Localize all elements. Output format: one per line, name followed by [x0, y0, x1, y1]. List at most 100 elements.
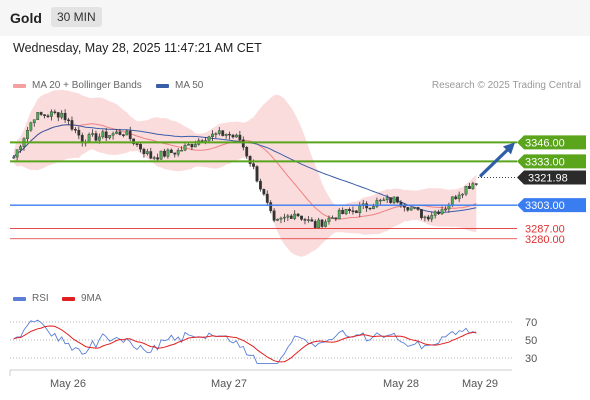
candle-body [166, 149, 170, 157]
candle-body [32, 119, 36, 124]
candle-body [378, 199, 382, 202]
candle [296, 212, 300, 217]
candle [440, 206, 444, 215]
legend-ma20-label: MA 20 + Bollinger Bands [32, 80, 142, 91]
rsi-ma9-line [13, 325, 477, 363]
candle-body [46, 115, 50, 117]
candle [145, 148, 149, 156]
candle-body [269, 202, 273, 212]
candle-body [444, 208, 447, 211]
candle-body [97, 136, 101, 141]
candle-body [372, 206, 375, 210]
candle [324, 219, 327, 228]
candle [104, 127, 108, 142]
candle [128, 126, 132, 142]
candle [272, 208, 276, 223]
candle-body [125, 130, 129, 136]
candle [241, 136, 245, 151]
candle-body [241, 139, 245, 148]
candle-body [60, 112, 64, 118]
candle-body [91, 133, 94, 135]
candle-body [12, 156, 16, 159]
price-panel [12, 89, 478, 257]
candle [214, 132, 218, 139]
candle [423, 215, 427, 222]
candle-body [217, 130, 221, 134]
rsi-tick-label: 50 [525, 335, 537, 347]
candle-body [341, 209, 345, 215]
level-tag-pivot [517, 198, 586, 213]
symbol-title: Gold [10, 10, 42, 26]
candle-body [190, 144, 194, 148]
candle-body [423, 216, 427, 219]
time-label: May 28 [383, 378, 419, 390]
candle [385, 194, 389, 203]
candle [115, 128, 118, 135]
candle [221, 130, 225, 137]
candle [444, 206, 447, 212]
candle [461, 193, 464, 199]
level-label-pivot: 3303.00 [525, 200, 565, 212]
candle [426, 214, 430, 222]
candle [276, 218, 279, 222]
candle-body [402, 205, 406, 208]
candle [53, 109, 57, 115]
candle [60, 110, 64, 120]
candle-body [334, 217, 338, 220]
candle [474, 183, 478, 186]
bias-arrowhead-icon [503, 142, 515, 155]
candle [217, 127, 221, 136]
candle-body [26, 130, 29, 139]
candle-body [15, 149, 19, 158]
legend-rsi: RSI [13, 293, 49, 304]
candle [166, 148, 170, 159]
candle [289, 213, 293, 219]
candle [26, 127, 29, 142]
candle [354, 210, 358, 214]
candle-body [108, 135, 112, 139]
candle-body [330, 217, 334, 219]
bollinger-band [13, 89, 477, 257]
candle-body [293, 213, 297, 219]
candle-body [313, 221, 317, 228]
candle [409, 207, 413, 211]
candle [111, 131, 115, 140]
candle [420, 209, 423, 220]
candle-body [231, 134, 235, 138]
candle-body [224, 133, 228, 136]
bias-arrow-icon [479, 147, 510, 178]
rsi-panel: 70 50 30 [10, 317, 537, 365]
candle-body [464, 186, 468, 195]
candle-body [29, 122, 33, 131]
candle [413, 206, 417, 210]
candle-body [289, 215, 293, 219]
candle-body [221, 130, 225, 136]
candle-body [56, 112, 60, 118]
level-label-support: 3280.00 [525, 234, 565, 246]
attribution: Research © 2025 Trading Central [431, 80, 581, 91]
candle-body [156, 157, 160, 160]
candle-body [283, 216, 286, 219]
level-tag-resistance [517, 135, 586, 150]
candle [224, 133, 228, 139]
candle-body [409, 207, 413, 211]
candle-body [416, 207, 420, 210]
candle [327, 215, 331, 225]
candle [77, 126, 81, 140]
chart-datetime: Wednesday, May 28, 2025 11:47:21 AM CET [13, 41, 262, 55]
timeframe-button[interactable]: 30 MIN [51, 7, 102, 27]
candle [255, 165, 259, 183]
candle [457, 191, 461, 202]
candle-body [214, 133, 218, 135]
candle [245, 146, 249, 159]
legend-ma50: MA 50 [156, 80, 203, 91]
rsi-line [13, 319, 477, 364]
candle-body [344, 209, 348, 215]
candle-body [176, 150, 180, 155]
candle [180, 146, 184, 152]
candle-body [19, 146, 22, 150]
candle [36, 112, 40, 121]
candle [454, 194, 458, 200]
candle [91, 129, 94, 137]
